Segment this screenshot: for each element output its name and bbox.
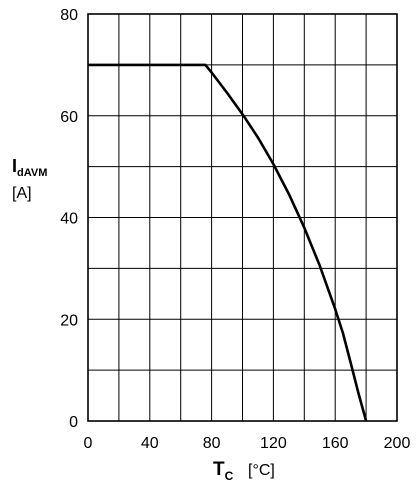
x-tick-label: 80 (203, 435, 221, 452)
y-tick-label: 40 (60, 211, 78, 228)
x-tick-label: 0 (84, 435, 93, 452)
y-axis-title: IdAVM (12, 156, 47, 179)
series-line-idavm (88, 63, 368, 422)
x-axis-subscript: C (225, 469, 234, 483)
x-axis-symbol: T (213, 459, 225, 480)
plot-frame (87, 13, 398, 422)
grid (88, 14, 397, 421)
y-tick-labels: 0 20 40 60 80 (60, 7, 78, 431)
x-axis-title: TC (213, 459, 234, 483)
y-axis-subscript: dAVM (17, 167, 47, 179)
x-tick-label: 200 (384, 435, 411, 452)
x-tick-label: 160 (322, 435, 349, 452)
x-axis-unit: [°C] (248, 462, 275, 479)
y-axis-symbol: I (12, 156, 17, 176)
y-tick-label: 80 (60, 7, 78, 24)
x-tick-labels: 0 40 80 120 160 200 (84, 435, 411, 452)
y-tick-label: 0 (69, 414, 78, 431)
x-tick-label: 40 (141, 435, 159, 452)
y-tick-label: 20 (60, 312, 78, 329)
y-axis-unit: [A] (12, 185, 32, 202)
y-tick-label: 60 (60, 109, 78, 126)
x-tick-label: 120 (260, 435, 287, 452)
